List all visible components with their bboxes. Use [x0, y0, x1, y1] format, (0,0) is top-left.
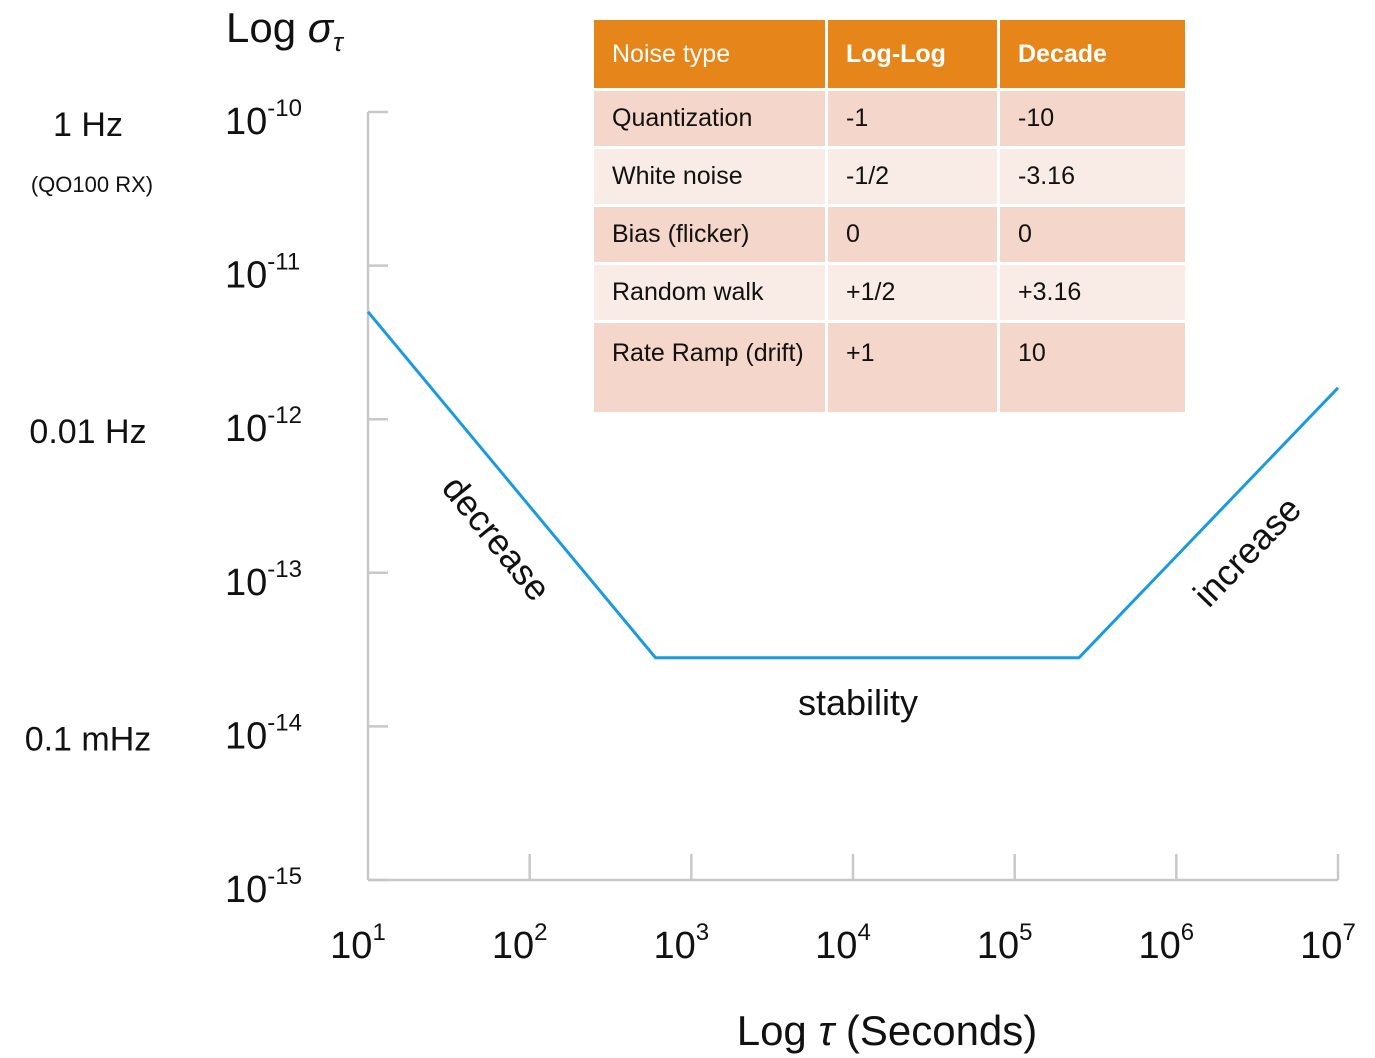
annotation-stability: stability — [798, 682, 918, 723]
x-tick-label: 102 — [492, 919, 548, 967]
side-label: 0.01 Hz — [29, 413, 146, 451]
side-label: 1 Hz — [53, 106, 123, 144]
y-tick-label: 10-10 — [225, 95, 302, 143]
header-decade: Decade — [1000, 20, 1185, 91]
y-tick-label: 10-14 — [225, 709, 302, 757]
x-axis-label: Log τ (Seconds) — [737, 1007, 1038, 1054]
tick-labels: 10-10 10-11 10-12 10-13 10-14 10-15 101 102 103 1… — [225, 95, 1356, 967]
cell-decade: +3.16 — [1000, 265, 1185, 323]
cell-log-log: +1 — [828, 323, 1000, 415]
x-tick-label: 103 — [654, 919, 710, 967]
cell-decade: -10 — [1000, 91, 1185, 149]
cell-decade: 10 — [1000, 323, 1185, 415]
table-row: Bias (flicker) 0 0 — [594, 207, 1185, 265]
cell-log-log: 0 — [828, 207, 1000, 265]
y-tick-label: 10-12 — [225, 402, 302, 450]
x-tick-label: 107 — [1300, 919, 1356, 967]
annotation-increase: increase — [1185, 488, 1309, 614]
x-tick-label: 101 — [330, 919, 386, 967]
table-row: Rate Ramp (drift) +1 10 — [594, 323, 1185, 415]
header-noise-type: Noise type — [594, 20, 828, 91]
table-row: Quantization -1 -10 — [594, 91, 1185, 149]
table-header-row: Noise type Log-Log Decade — [594, 20, 1185, 91]
header-log-log: Log-Log — [828, 20, 1000, 91]
frequency-side-labels: 1 Hz (QO100 RX) 0.01 Hz 0.1 mHz — [25, 106, 153, 758]
cell-noise-type: Bias (flicker) — [594, 207, 828, 265]
cell-noise-type: White noise — [594, 149, 828, 207]
cell-noise-type: Quantization — [594, 91, 828, 149]
table-row: White noise -1/2 -3.16 — [594, 149, 1185, 207]
cell-decade: -3.16 — [1000, 149, 1185, 207]
y-tick-label: 10-11 — [225, 249, 300, 297]
x-tick-label: 104 — [815, 919, 871, 967]
y-tick-label: 10-15 — [225, 863, 302, 911]
noise-type-table: Noise type Log-Log Decade Quantization -… — [594, 20, 1185, 415]
side-label: 0.1 mHz — [25, 720, 152, 758]
cell-log-log: -1 — [828, 91, 1000, 149]
side-sublabel: (QO100 RX) — [31, 172, 153, 197]
cell-noise-type: Random walk — [594, 265, 828, 323]
ticks — [368, 110, 1340, 882]
cell-log-log: -1/2 — [828, 149, 1000, 207]
table-row: Random walk +1/2 +3.16 — [594, 265, 1185, 323]
x-tick-label: 106 — [1139, 919, 1195, 967]
y-tick-label: 10-13 — [225, 556, 302, 604]
chart-title: Log στ — [226, 4, 345, 57]
x-tick-label: 105 — [977, 919, 1033, 967]
annotation-decrease: decrease — [434, 468, 559, 609]
cell-log-log: +1/2 — [828, 265, 1000, 323]
series-line — [366, 310, 1340, 660]
cell-noise-type: Rate Ramp (drift) — [594, 323, 828, 415]
cell-decade: 0 — [1000, 207, 1185, 265]
series-layer — [366, 310, 1340, 660]
